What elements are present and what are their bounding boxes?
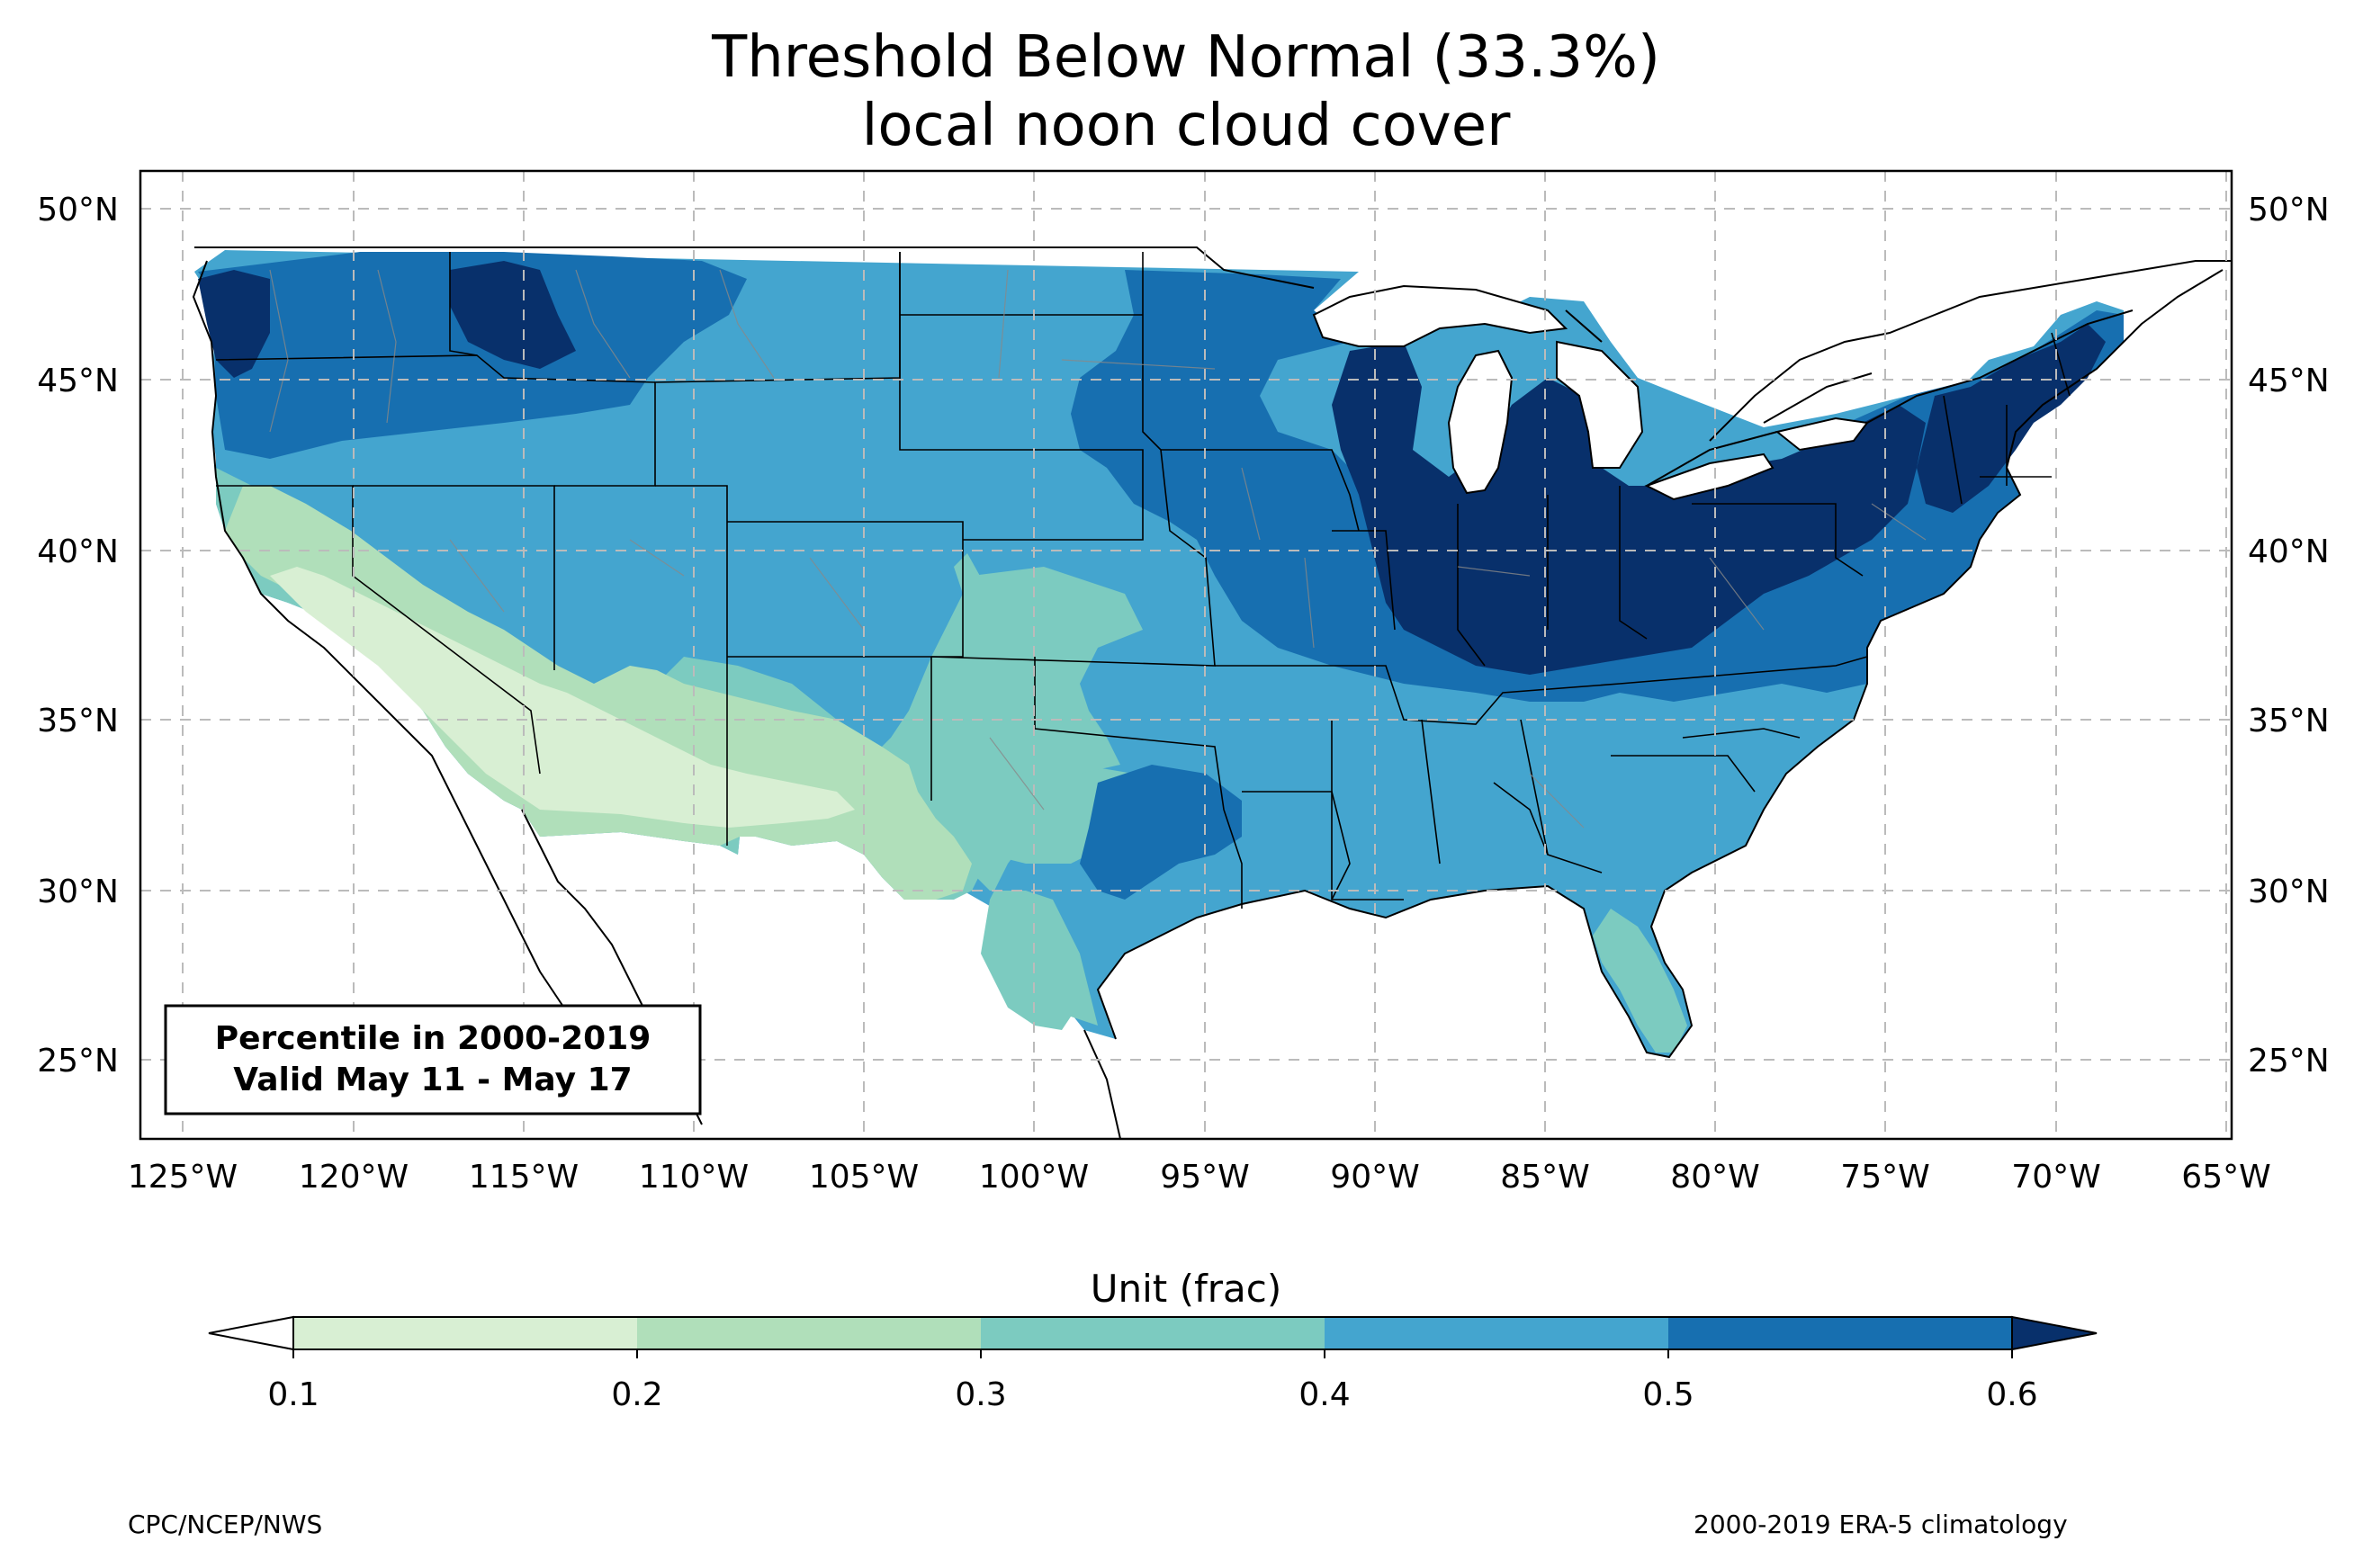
- info-box-line1: Percentile in 2000-2019: [215, 1020, 651, 1057]
- colorbar-bin: [293, 1317, 637, 1349]
- lake-superior: [1312, 284, 1568, 347]
- lake-michigan: [1447, 349, 1514, 495]
- region-gt-0.6-idaho: [450, 261, 576, 369]
- info-box-line2: Valid May 11 - May 17: [233, 1062, 632, 1098]
- colorbar-label: 0.5: [1642, 1376, 1694, 1413]
- canada-us-border: [194, 246, 2134, 487]
- region-0.3-0.4-southern-plains: [864, 567, 1143, 1030]
- colorbar-label: 0.1: [267, 1376, 319, 1413]
- lat-tick-label: 50°N: [2248, 192, 2330, 228]
- colorbar-outline: [292, 1316, 2013, 1350]
- coastline-gulf-atlantic: [1096, 269, 2224, 1059]
- colorbar-max-extend: [2011, 1315, 2098, 1351]
- colorbar-label: 0.6: [1986, 1376, 2037, 1413]
- lon-tick-label: 110°W: [639, 1159, 749, 1196]
- region-gt-0.6-new-england: [1917, 324, 2106, 513]
- info-box: Percentile in 2000-2019 Valid May 11 - M…: [164, 1004, 702, 1116]
- colorbar-title: Unit (frac): [1090, 1267, 1282, 1311]
- region-0.1-0.2-desert: [270, 567, 855, 828]
- lake-huron: [1556, 340, 1644, 469]
- lake-erie: [1644, 452, 1775, 501]
- coastline-pacific: [192, 260, 631, 1080]
- latitude-ticks-right: 50°N 45°N 40°N 35°N 30°N 25°N: [2248, 192, 2330, 1080]
- region-0.5-0.6-central-east: [1071, 270, 2124, 702]
- lon-tick-label: 90°W: [1330, 1159, 1419, 1196]
- lat-tick-label: 35°N: [2248, 703, 2330, 739]
- lon-tick-label: 85°W: [1500, 1159, 1589, 1196]
- latitude-ticks-left: 50°N 45°N 40°N 35°N 30°N 25°N: [37, 192, 119, 1080]
- figure-subtitle: local noon cloud cover: [861, 93, 1511, 159]
- lon-tick-label: 105°W: [809, 1159, 919, 1196]
- lat-tick-label: 25°N: [37, 1043, 119, 1080]
- region-0.5-0.6-texas: [1080, 765, 1242, 900]
- lat-tick-label: 40°N: [37, 533, 119, 570]
- footer-climatology: 2000-2019 ERA-5 climatology: [1694, 1510, 2068, 1539]
- region-gt-0.6-midwest: [1332, 342, 1926, 675]
- lat-tick-label: 40°N: [2248, 533, 2330, 570]
- map-content: [140, 171, 2232, 1139]
- colorbar-bin: [637, 1317, 981, 1349]
- colorbar-label: 0.4: [1298, 1376, 1350, 1413]
- coastline-canada-east: [1709, 260, 2232, 442]
- lat-tick-label: 25°N: [2248, 1043, 2330, 1080]
- region-0.3-0.4-florida: [1593, 909, 1687, 1053]
- climate-division-borders: [269, 269, 1927, 829]
- footer-source: CPC/NCEP/NWS: [128, 1510, 323, 1539]
- lat-tick-label: 50°N: [37, 192, 119, 228]
- lat-tick-label: 30°N: [2248, 874, 2330, 910]
- map-frame-border: [139, 169, 2233, 1141]
- lon-tick-label: 115°W: [469, 1159, 579, 1196]
- region-conus-base: [194, 250, 2124, 1057]
- lon-tick-label: 95°W: [1160, 1159, 1249, 1196]
- lat-tick-label: 45°N: [37, 363, 119, 399]
- lake-ontario: [1775, 417, 1869, 452]
- lat-tick-label: 35°N: [37, 703, 119, 739]
- lon-tick-label: 100°W: [979, 1159, 1089, 1196]
- state-borders: [215, 252, 2071, 909]
- lon-tick-label: 75°W: [1840, 1159, 1929, 1196]
- lat-tick-label: 30°N: [37, 874, 119, 910]
- figure-title: Threshold Below Normal (33.3%): [712, 24, 1660, 91]
- colorbar-label: 0.3: [955, 1376, 1006, 1413]
- lon-tick-label: 80°W: [1670, 1159, 1759, 1196]
- colorbar-label: 0.2: [611, 1376, 662, 1413]
- region-gt-0.6-pacific-nw: [198, 270, 270, 378]
- colorbar: 0.1 0.2 0.3 0.4 0.5 0.6: [208, 1315, 2098, 1413]
- lon-tick-label: 70°W: [2011, 1159, 2100, 1196]
- colorbar-bin: [981, 1317, 1325, 1349]
- lon-tick-label: 125°W: [128, 1159, 238, 1196]
- colorbar-bin: [1668, 1317, 2012, 1349]
- lon-tick-label: 65°W: [2181, 1159, 2270, 1196]
- colorbar-bin: [1325, 1317, 1668, 1349]
- lon-tick-label: 120°W: [299, 1159, 409, 1196]
- lat-tick-label: 45°N: [2248, 363, 2330, 399]
- longitude-ticks: 125°W 120°W 115°W 110°W 105°W 100°W 95°W…: [128, 1159, 2271, 1196]
- colorbar-min-extend: [208, 1315, 294, 1351]
- graticule: [140, 171, 2232, 1139]
